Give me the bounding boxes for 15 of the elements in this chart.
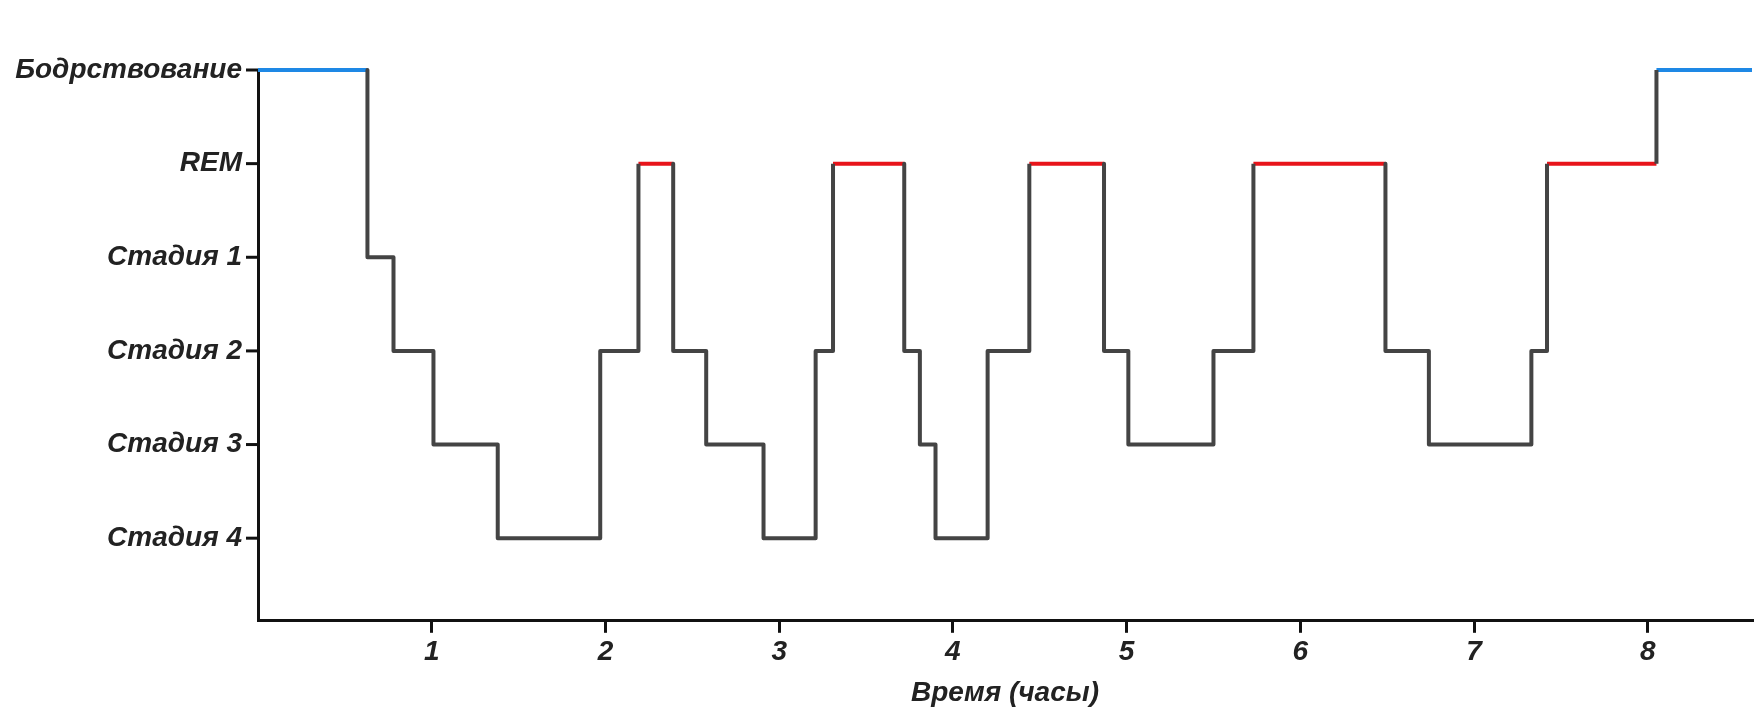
text: Стадия 2 [107, 333, 243, 365]
x-tick-label: 1 [423, 635, 440, 667]
text: Стадия 3 [107, 427, 243, 459]
x-tick-label: 5 [1118, 635, 1135, 667]
text: Стадия 1 [107, 239, 242, 271]
x-tick-label: 6 [1292, 635, 1309, 667]
x-tick-label: 7 [1466, 635, 1484, 667]
x-axis-title: Время (часы) [911, 675, 1099, 707]
x-tick-label: 2 [596, 635, 614, 667]
text: Стадия 4 [107, 520, 243, 552]
text: REM [179, 146, 243, 178]
x-tick-label: 4 [944, 635, 962, 667]
text: Бодрствование [15, 52, 242, 84]
x-tick-label: 8 [1639, 635, 1656, 667]
x-tick-label: 3 [771, 635, 788, 667]
